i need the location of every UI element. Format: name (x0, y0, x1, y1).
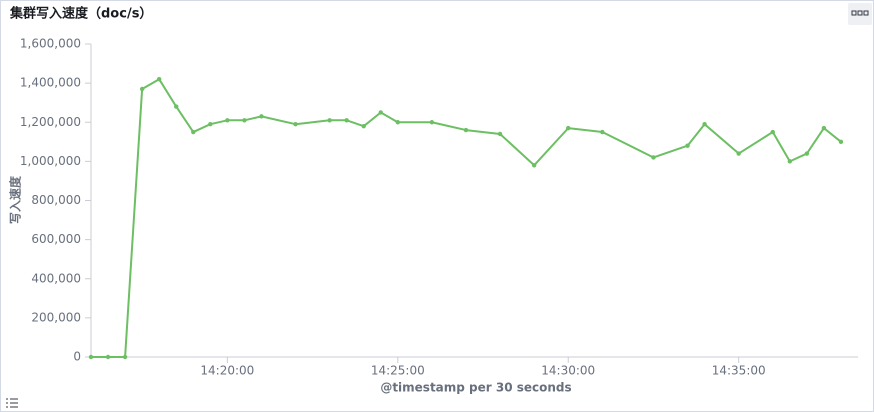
y-tick-label: 1,200,000 (20, 115, 81, 129)
data-point (361, 123, 366, 129)
data-point (88, 354, 94, 360)
y-axis-title: 写入速度 (8, 175, 23, 224)
data-point (651, 155, 656, 160)
data-point (191, 129, 196, 135)
data-point (787, 159, 793, 164)
data-point (208, 122, 213, 127)
data-point (600, 129, 605, 135)
data-point (344, 118, 349, 123)
y-tick-label: 800,000 (31, 193, 81, 207)
chart-title: 集群写入速度（doc/s） (9, 6, 152, 22)
data-point (327, 118, 332, 123)
data-point (378, 110, 383, 115)
data-point (463, 127, 469, 133)
y-tick-label: 1,400,000 (20, 76, 81, 90)
data-line (91, 78, 842, 358)
data-point (139, 86, 145, 92)
legend-toggle[interactable] (6, 398, 18, 408)
data-point (225, 118, 230, 123)
y-tick-label: 1,600,000 (20, 37, 81, 51)
data-point (293, 122, 298, 127)
data-point (174, 104, 179, 109)
y-tick-label: 0 (73, 350, 81, 364)
y-tick-label: 600,000 (31, 232, 81, 246)
data-point (531, 163, 537, 168)
y-tick-label: 400,000 (31, 271, 81, 285)
data-point (838, 139, 844, 145)
data-point (685, 143, 690, 148)
data-point (122, 354, 128, 360)
x-tick-label: 14:30:00 (541, 364, 595, 378)
data-point (156, 77, 162, 82)
x-tick-label: 14:20:00 (200, 364, 254, 378)
data-point (429, 120, 435, 125)
data-point (497, 131, 503, 137)
y-tick-label: 200,000 (31, 310, 81, 324)
data-point (259, 114, 264, 119)
x-tick-label: 14:35:00 (712, 364, 766, 378)
x-axis-title: @timestamp per 30 seconds (380, 381, 571, 395)
x-tick-label: 14:25:00 (371, 364, 425, 378)
data-point (105, 354, 111, 360)
options-button[interactable] (848, 3, 872, 25)
data-point (395, 120, 400, 125)
y-tick-label: 1,000,000 (20, 154, 81, 168)
data-point (242, 118, 247, 123)
data-point (702, 122, 707, 127)
data-point (736, 151, 741, 156)
data-point (821, 125, 827, 131)
data-point (566, 125, 571, 131)
data-point (770, 129, 775, 135)
data-point (804, 151, 810, 156)
